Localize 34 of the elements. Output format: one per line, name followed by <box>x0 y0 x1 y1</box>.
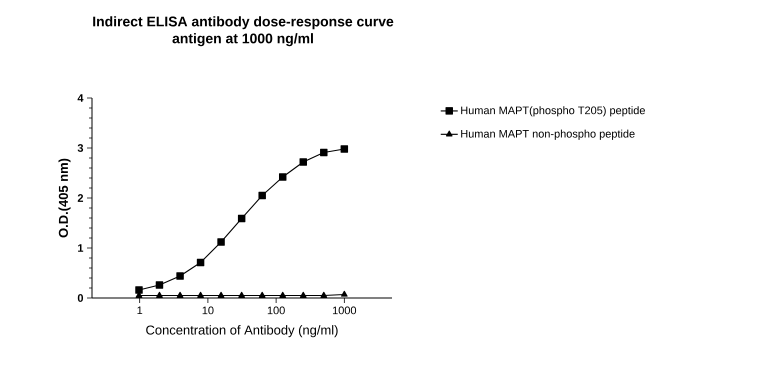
y-tick-label: 4 <box>78 94 84 102</box>
y-tick-label: 2 <box>78 194 84 202</box>
x-tick-label: 100 <box>268 306 285 314</box>
x-tick-label: 10 <box>202 306 214 314</box>
point <box>258 192 266 200</box>
x-tick-label: 1 <box>137 306 142 314</box>
point <box>176 272 184 280</box>
point <box>156 292 163 298</box>
point <box>196 258 204 266</box>
y-tick-label: 3 <box>78 144 84 152</box>
point <box>156 281 164 289</box>
y-tick-label: 1 <box>78 244 84 252</box>
point <box>197 292 204 298</box>
x-tick-label: 1000 <box>332 306 356 314</box>
point <box>279 292 286 298</box>
point <box>300 292 307 298</box>
point <box>340 145 348 153</box>
point <box>218 292 224 298</box>
point <box>238 214 246 222</box>
point <box>217 238 225 246</box>
point <box>176 292 184 298</box>
point <box>320 148 328 156</box>
point <box>278 173 286 181</box>
y-axis-title: O.D.(405 nm) <box>58 158 71 238</box>
legend-label: Human MAPT(phospho T205) peptide <box>461 106 645 116</box>
legend-label: Human MAPT non-phospho peptide <box>461 130 635 140</box>
chart-title: Indirect ELISA antibody dose-response curve antigen at 1000 ng/ml <box>93 16 394 46</box>
point <box>300 158 307 166</box>
point <box>341 290 348 297</box>
x-axis-title: Concentration of Antibody (ng/ml) <box>146 325 338 338</box>
point <box>320 292 328 298</box>
y-tick-label: 0 <box>78 294 84 302</box>
point <box>238 292 245 298</box>
point <box>258 292 266 298</box>
